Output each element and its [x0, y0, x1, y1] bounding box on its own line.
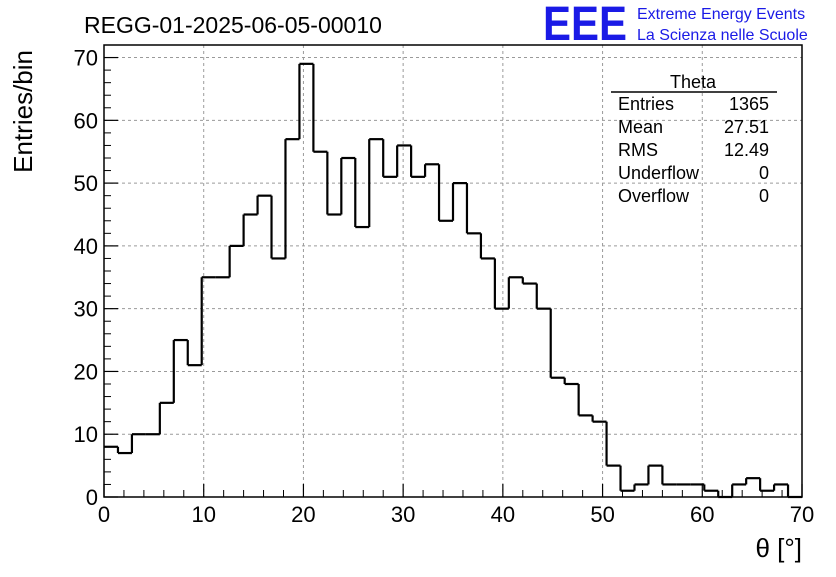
x-axis-label: θ [°]: [755, 533, 802, 563]
y-tick-label: 0: [86, 485, 98, 510]
stats-row-label: Entries: [618, 94, 674, 114]
x-tick-label: 10: [191, 502, 215, 527]
stats-box-title: Theta: [670, 72, 717, 92]
y-tick-label: 70: [74, 46, 98, 71]
x-axis-ticks: 0 10 20 30 40 50 60 70: [98, 484, 814, 527]
x-tick-label: 30: [391, 502, 415, 527]
stats-row-value: 0: [759, 163, 769, 183]
eee-logo-line1: Extreme Energy Events: [637, 6, 805, 23]
y-tick-label: 20: [74, 359, 98, 384]
y-tick-label: 30: [74, 297, 98, 322]
y-tick-label: 40: [74, 234, 98, 259]
stats-row-value: 12.49: [724, 140, 769, 160]
stats-row-label: Underflow: [618, 163, 700, 183]
eee-logo-mark: EEE: [543, 0, 627, 51]
x-tick-label: 70: [790, 502, 814, 527]
stats-row-value: 0: [759, 186, 769, 206]
eee-logo-line2: La Scienza nelle Scuole: [637, 27, 808, 44]
stats-row-label: Mean: [618, 117, 663, 137]
grid-lines: [104, 45, 802, 497]
stats-row-value: 27.51: [724, 117, 769, 137]
stats-row-value: 1365: [729, 94, 769, 114]
plot-frame: [103, 44, 803, 498]
y-tick-label: 60: [74, 108, 98, 133]
histogram-series: [104, 62, 802, 499]
stats-box: Theta Entries 1365 Mean 27.51 RMS 12.49 Underf…: [611, 72, 777, 206]
x-tick-label: 20: [291, 502, 315, 527]
x-tick-label: 50: [590, 502, 614, 527]
stats-box-rows: Entries 1365 Mean 27.51 RMS 12.49 Underflow 0 Ov…: [618, 94, 769, 206]
x-tick-label: 40: [491, 502, 515, 527]
plot-border: [103, 44, 803, 498]
eee-logo: EEE Extreme Energy Events La Scienza nel…: [543, 0, 808, 51]
chart-title: REGG-01-2025-06-05-00010: [84, 12, 382, 38]
stats-row-label: Overflow: [618, 186, 690, 206]
y-tick-label: 50: [74, 171, 98, 196]
x-tick-label: 0: [98, 502, 110, 527]
stats-row-label: RMS: [618, 140, 658, 160]
y-axis-label: Entries/bin: [8, 50, 38, 173]
x-tick-label: 60: [690, 502, 714, 527]
y-axis-ticks: 0 10 20 30 40 50 60 70: [74, 44, 118, 510]
y-tick-label: 10: [74, 422, 98, 447]
